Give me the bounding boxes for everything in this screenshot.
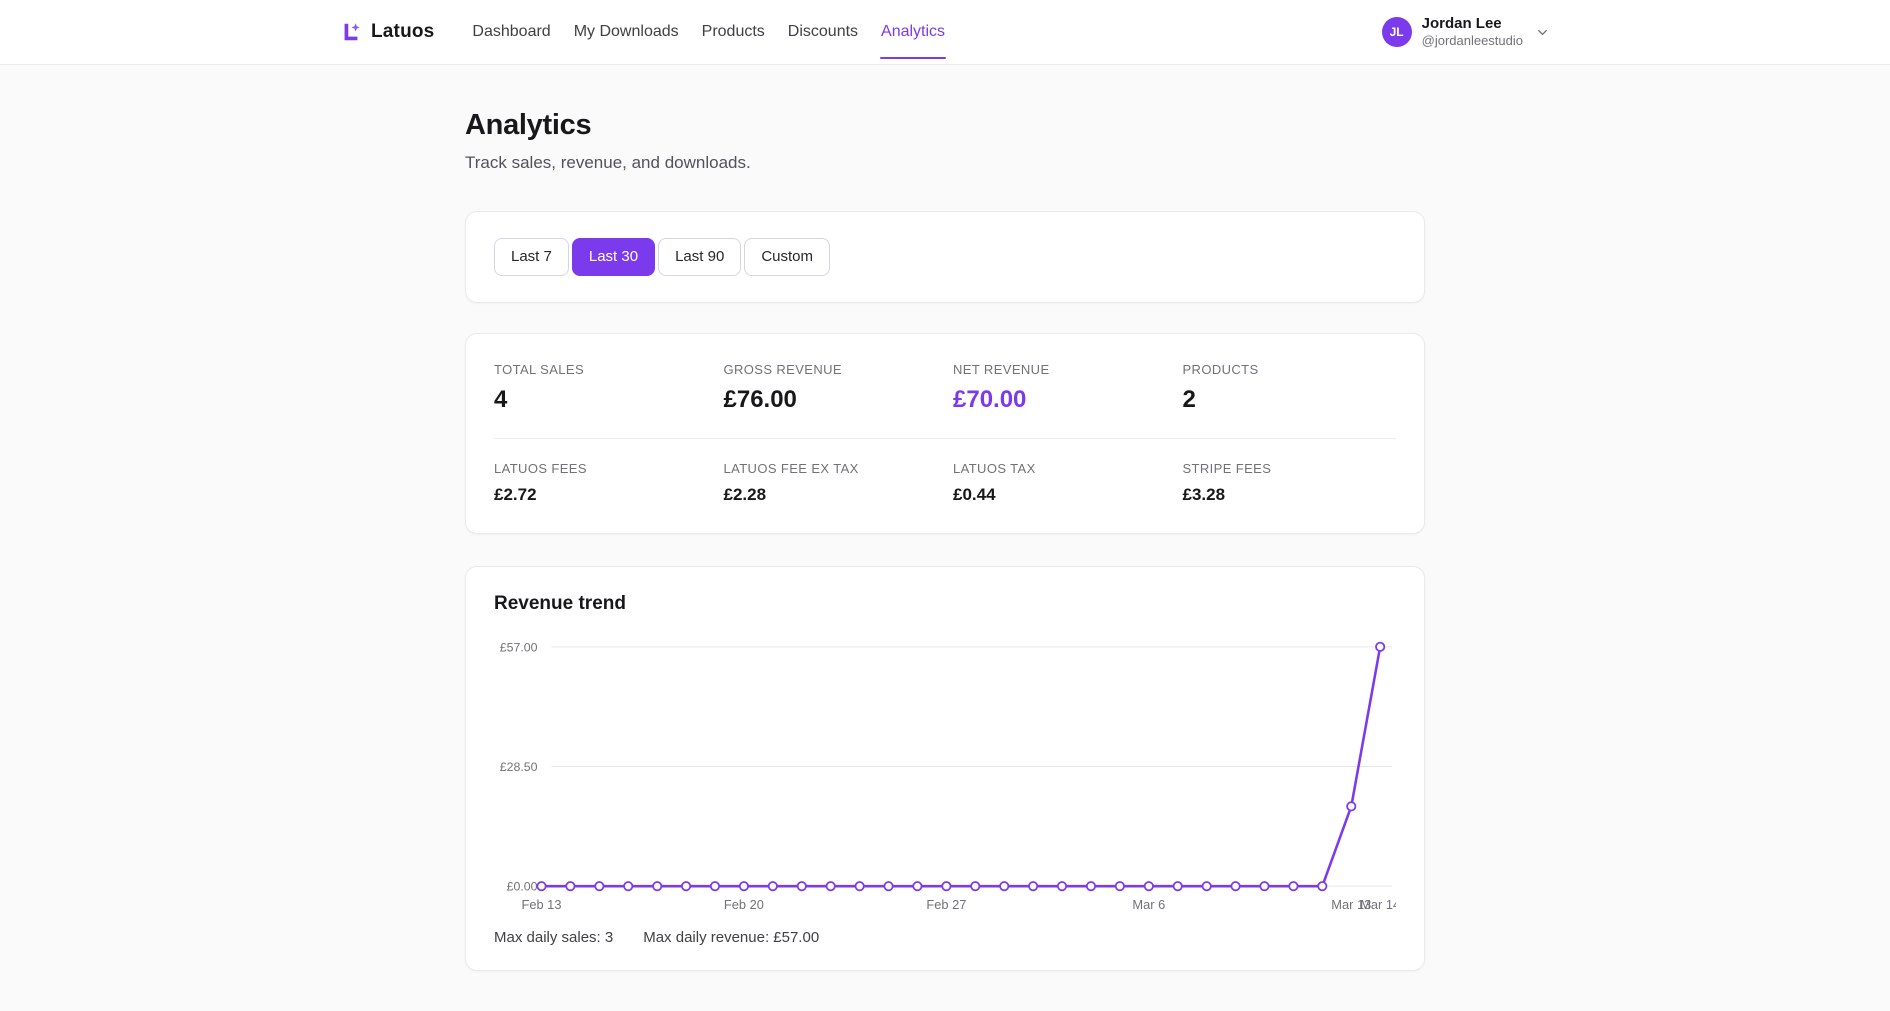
stat-value: £0.44 (953, 484, 996, 504)
stat-value: £76.00 (723, 385, 797, 413)
stats-row-primary: TOTAL SALES 4 GROSS REVENUE £76.00 NET REVEN… (494, 362, 1396, 414)
nav-item-analytics[interactable]: Analytics (880, 19, 947, 59)
nav-item-dashboard[interactable]: Dashboard (472, 23, 551, 40)
page-title: Analytics (465, 109, 592, 141)
stat-value: 2 (1182, 385, 1196, 413)
user-text: Jordan Lee @jordanleestudio (1422, 15, 1523, 49)
range-tab-last-30[interactable]: Last 30 (571, 238, 656, 276)
stats-row-secondary: LATUOS FEES £2.72 LATUOS FEE EX TAX £2.28 LA… (494, 461, 1396, 505)
stat-label: LATUOS FEE EX TAX (723, 460, 859, 476)
stat-latuos-fees: LATUOS FEES £2.72 (494, 461, 708, 505)
revenue-trend-line-chart: £57.00 £28.50 £0.00 Feb 13 Feb 20 Feb 27 Mar 6… (500, 640, 1396, 912)
stat-label: STRIPE FEES (1182, 460, 1272, 476)
user-handle: @jordanleestudio (1421, 33, 1523, 49)
revenue-trend-card: Revenue trend £57.00 £28.50 £0.00 Feb 13 Feb… (465, 565, 1425, 972)
stat-products: PRODUCTS 2 (1183, 362, 1397, 414)
main-content: Analytics Track sales, revenue, and down… (465, 65, 1425, 1011)
brand-name: Latuos (371, 21, 435, 42)
stat-value: £3.28 (1182, 484, 1226, 504)
stat-value: 4 (494, 385, 508, 413)
svg-text:Feb 27: Feb 27 (926, 896, 966, 911)
max-daily-sales: Max daily sales: 3 (494, 929, 614, 947)
nav-item-my-downloads[interactable]: My Downloads (573, 23, 679, 40)
stat-label: PRODUCTS (1182, 361, 1259, 377)
top-nav: Latuos Dashboard My Downloads Products Disc… (0, 0, 1890, 65)
stat-net-revenue: NET REVENUE £70.00 (953, 362, 1167, 414)
stat-latuos-fee-ex-tax: LATUOS FEE EX TAX £2.28 (724, 461, 938, 505)
stat-label: LATUOS FEES (494, 460, 587, 476)
page-subtitle: Track sales, revenue, and downloads. (465, 153, 751, 172)
svg-text:Mar 13: Mar 13 (1331, 896, 1371, 911)
nav-item-discounts[interactable]: Discounts (787, 23, 859, 40)
main-nav: Dashboard My Downloads Products Discounts An… (471, 0, 947, 64)
range-tab-last-90[interactable]: Last 90 (658, 238, 742, 276)
range-tab-custom[interactable]: Custom (744, 238, 830, 276)
svg-text:Feb 20: Feb 20 (724, 896, 764, 911)
brand[interactable]: Latuos (340, 21, 434, 43)
nav-item-products[interactable]: Products (701, 23, 765, 40)
range-tabs: Last 7 Last 30 Last 90 Custom (494, 238, 1396, 276)
stats-card: TOTAL SALES 4 GROSS REVENUE £76.00 NET REVEN… (465, 332, 1425, 534)
chevron-down-icon[interactable] (1535, 25, 1550, 40)
date-range-card: Last 7 Last 30 Last 90 Custom (465, 211, 1425, 303)
range-tab-last-7[interactable]: Last 7 (494, 238, 569, 276)
user-menu[interactable]: JL Jordan Lee @jordanleestudio (1381, 15, 1550, 49)
brand-logo-icon (340, 21, 362, 43)
stat-label: TOTAL SALES (494, 361, 585, 377)
max-daily-revenue: Max daily revenue: £57.00 (643, 929, 820, 947)
svg-text:Mar 14: Mar 14 (1360, 896, 1396, 911)
svg-text:£0.00: £0.00 (507, 879, 538, 893)
stat-label: NET REVENUE (953, 361, 1050, 377)
user-name: Jordan Lee (1421, 15, 1502, 33)
svg-text:Mar 6: Mar 6 (1132, 896, 1165, 911)
stat-latuos-tax: LATUOS TAX £0.44 (953, 461, 1167, 505)
revenue-chart: £57.00 £28.50 £0.00 Feb 13 Feb 20 Feb 27 Mar 6… (494, 631, 1396, 922)
svg-text:£28.50: £28.50 (500, 759, 538, 773)
chart-title: Revenue trend (494, 592, 626, 614)
stat-stripe-fees: STRIPE FEES £3.28 (1183, 461, 1397, 505)
header-inner: Latuos Dashboard My Downloads Products Disc… (340, 0, 1550, 64)
chart-footer: Max daily sales: 3 Max daily revenue: £5… (494, 929, 1396, 946)
stat-gross-revenue: GROSS REVENUE £76.00 (724, 362, 938, 414)
stat-label: LATUOS TAX (953, 460, 1036, 476)
stat-value: £70.00 (953, 385, 1027, 413)
stat-value: £2.72 (494, 484, 537, 504)
avatar: JL (1381, 17, 1412, 47)
stat-total-sales: TOTAL SALES 4 (494, 362, 708, 414)
stat-value: £2.28 (723, 484, 767, 504)
svg-text:£57.00: £57.00 (500, 640, 538, 654)
stats-divider (494, 437, 1396, 439)
svg-text:Feb 13: Feb 13 (521, 896, 561, 911)
stat-label: GROSS REVENUE (723, 361, 842, 377)
